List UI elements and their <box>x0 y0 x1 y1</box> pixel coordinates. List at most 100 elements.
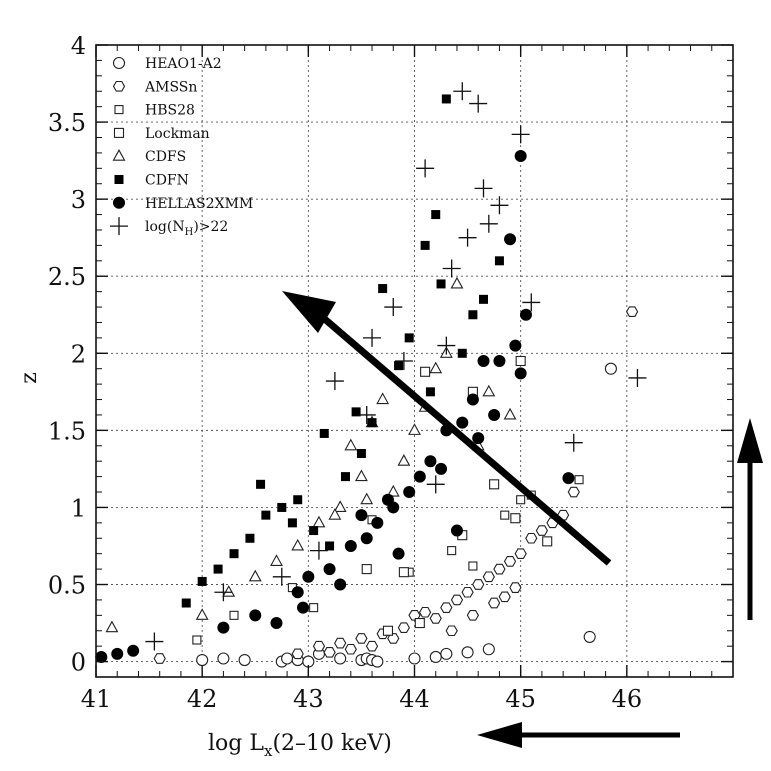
axis-ticks: 41 42 43 44 45 46 0 0.5 1 1.5 2 2.5 3 3.5 4 <box>48 32 734 713</box>
legend-label: AMSSn <box>144 79 197 95</box>
legend-label: log(NH)>22 <box>145 219 228 238</box>
legend-item: CDFS <box>112 149 186 165</box>
data-point <box>408 652 421 665</box>
legend-label: HEAO1-A2 <box>145 56 222 72</box>
y-tick-label: 0 <box>71 649 86 677</box>
data-point <box>437 336 456 355</box>
data-point <box>474 179 493 198</box>
data-point <box>424 455 437 468</box>
data-point <box>261 510 271 520</box>
data-point <box>498 591 511 603</box>
data-point <box>354 469 368 482</box>
data-point <box>440 647 453 660</box>
legend-label: Lockman <box>145 126 210 142</box>
data-point <box>450 276 464 289</box>
data-point <box>367 418 377 428</box>
data-point <box>604 362 617 375</box>
data-point <box>408 423 421 435</box>
data-point <box>482 571 495 583</box>
data-point <box>302 570 315 583</box>
data-point <box>472 432 485 445</box>
data-point <box>270 554 283 566</box>
y-tick-label: 2.5 <box>48 263 86 291</box>
legend-item: HBS28 <box>114 103 195 119</box>
data-point <box>516 495 526 505</box>
data-point <box>344 539 357 552</box>
data-point <box>445 625 458 637</box>
data-point <box>325 372 344 391</box>
data-point <box>197 576 207 586</box>
data-point <box>567 486 580 498</box>
data-point <box>351 407 361 417</box>
data-point <box>365 640 379 652</box>
data-point <box>503 556 517 567</box>
data-point <box>378 284 388 294</box>
data-point <box>519 308 532 321</box>
series-open-hexagon <box>153 306 639 664</box>
data-point <box>196 653 209 667</box>
series-open-triangle <box>105 276 517 633</box>
legend-item: log(NH)>22 <box>110 217 228 238</box>
data-point <box>504 233 517 246</box>
data-point <box>511 125 530 144</box>
data-point <box>214 583 233 602</box>
data-point <box>386 484 400 497</box>
x-tick-label: 41 <box>81 685 112 713</box>
data-point <box>229 549 239 559</box>
data-point <box>416 159 435 178</box>
data-point <box>429 650 442 664</box>
data-point <box>111 647 124 660</box>
data-point <box>355 509 368 522</box>
data-point <box>425 387 435 397</box>
data-point <box>291 538 305 551</box>
data-point <box>418 606 432 618</box>
legend-marker <box>112 56 126 70</box>
data-point <box>509 582 522 593</box>
x-tick-label: 43 <box>293 685 324 713</box>
data-point <box>397 454 411 466</box>
series-plus <box>145 82 647 651</box>
data-point <box>442 259 461 278</box>
data-point <box>309 526 319 536</box>
up-arrow-icon <box>737 418 763 620</box>
series-filled-square <box>181 94 504 608</box>
data-point <box>355 633 368 644</box>
data-point <box>515 355 526 367</box>
y-tick-label: 2 <box>71 340 86 368</box>
y-tick-label: 0.5 <box>48 572 86 600</box>
data-point <box>461 646 474 659</box>
data-points <box>95 82 647 668</box>
data-point <box>360 492 374 505</box>
data-point <box>381 493 394 506</box>
data-point <box>153 653 166 664</box>
data-point <box>384 298 403 317</box>
data-point <box>490 196 509 215</box>
data-point <box>340 472 350 482</box>
data-point <box>127 644 140 657</box>
x-tick-label: 42 <box>187 685 218 713</box>
data-point <box>387 633 400 644</box>
data-point <box>287 518 297 528</box>
data-point <box>468 310 478 320</box>
data-point <box>334 637 347 649</box>
data-point <box>456 416 469 429</box>
data-point <box>272 567 291 586</box>
data-point <box>397 622 411 633</box>
data-point <box>217 621 230 634</box>
data-point <box>213 564 223 574</box>
data-point <box>469 94 488 113</box>
x-axis-label: log Lx(2–10 keV) <box>208 731 392 760</box>
data-point <box>562 472 575 485</box>
data-point <box>323 647 336 658</box>
data-point <box>334 578 347 591</box>
data-point <box>440 602 453 613</box>
legend-label: HELLAS2XMM <box>145 196 253 212</box>
data-point <box>468 561 478 571</box>
data-point <box>357 405 376 424</box>
data-point <box>450 524 463 537</box>
data-point <box>503 407 517 420</box>
data-point <box>361 564 372 575</box>
series-filled-circle <box>95 149 575 663</box>
data-point <box>403 486 416 499</box>
